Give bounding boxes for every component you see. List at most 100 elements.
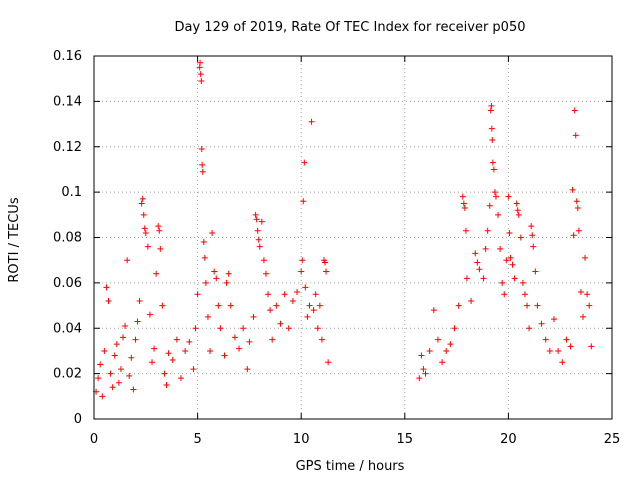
data-point — [262, 270, 269, 277]
y-tick-label: 0.06 — [53, 276, 82, 291]
data-point — [316, 302, 323, 309]
data-point — [422, 370, 429, 377]
x-tick-label: 25 — [604, 432, 621, 447]
data-point — [443, 347, 450, 354]
data-point — [186, 338, 193, 345]
data-point — [302, 284, 309, 291]
axis-tick-labels: 0 5 10 15 20 25 0 0.02 0.04 0.06 0.08 0.1 0.12 0.14 0.… — [53, 49, 620, 447]
y-tick-label: 0.08 — [53, 231, 82, 246]
data-points — [93, 59, 595, 400]
data-point — [111, 352, 118, 359]
data-point — [488, 102, 495, 109]
data-point — [194, 291, 201, 298]
data-point — [532, 268, 539, 275]
data-point — [153, 270, 160, 277]
data-point — [468, 298, 475, 305]
data-point — [128, 354, 135, 361]
data-point — [197, 59, 204, 66]
data-point — [318, 336, 325, 343]
data-point — [198, 146, 205, 153]
data-point — [579, 313, 586, 320]
x-tick-label: 0 — [90, 432, 98, 447]
data-point — [197, 71, 204, 78]
data-point — [258, 218, 265, 225]
data-point — [244, 366, 251, 373]
data-point — [198, 77, 205, 84]
data-point — [199, 168, 206, 175]
x-tick-label: 15 — [397, 432, 414, 447]
data-point — [463, 275, 470, 282]
y-tick-label: 0.02 — [53, 367, 82, 382]
data-point — [322, 259, 329, 266]
data-point — [501, 291, 508, 298]
data-point — [514, 207, 521, 214]
data-point — [304, 313, 311, 320]
data-point — [134, 318, 141, 325]
data-point — [277, 320, 284, 327]
data-point — [146, 311, 153, 318]
data-point — [314, 325, 321, 332]
data-point — [534, 302, 541, 309]
data-point — [325, 359, 332, 366]
data-point — [312, 291, 319, 298]
data-point — [99, 393, 106, 400]
data-point — [255, 236, 262, 243]
data-point — [308, 118, 315, 125]
data-point — [250, 313, 257, 320]
data-point — [567, 343, 574, 350]
data-point — [273, 302, 280, 309]
data-point — [156, 227, 163, 234]
data-point — [213, 275, 220, 282]
data-point — [182, 347, 189, 354]
data-point — [204, 313, 211, 320]
data-point — [584, 291, 591, 298]
data-point — [517, 234, 524, 241]
data-point — [447, 341, 454, 348]
data-point — [472, 250, 479, 257]
data-point — [434, 336, 441, 343]
data-point — [495, 211, 502, 218]
data-point — [526, 325, 533, 332]
data-point — [488, 125, 495, 132]
data-point — [476, 266, 483, 273]
data-point — [113, 341, 120, 348]
data-point — [497, 245, 504, 252]
data-point — [511, 275, 518, 282]
y-tick-label: 0.14 — [53, 94, 82, 109]
data-point — [240, 325, 247, 332]
data-point — [430, 307, 437, 314]
data-point — [521, 291, 528, 298]
data-point — [136, 298, 143, 305]
data-point — [256, 243, 263, 250]
data-point — [173, 336, 180, 343]
x-tick-label: 5 — [193, 432, 201, 447]
data-point — [420, 366, 427, 373]
data-point — [515, 211, 522, 218]
data-point — [169, 357, 176, 364]
data-point — [492, 193, 499, 200]
data-point — [491, 189, 498, 196]
data-point — [124, 257, 131, 264]
data-point — [236, 345, 243, 352]
data-point — [105, 298, 112, 305]
data-point — [159, 302, 166, 309]
data-point — [486, 202, 493, 209]
data-point — [142, 229, 149, 236]
data-point — [269, 336, 276, 343]
data-point — [524, 302, 531, 309]
y-axis-label: ROTI / TECUs — [7, 197, 22, 282]
data-point — [299, 257, 306, 264]
data-point — [506, 229, 513, 236]
data-point — [310, 307, 317, 314]
data-point — [588, 343, 595, 350]
data-point — [418, 352, 425, 359]
data-point — [215, 302, 222, 309]
data-point — [285, 325, 292, 332]
data-point — [126, 372, 133, 379]
data-point — [563, 336, 570, 343]
data-point — [138, 200, 145, 207]
data-point — [482, 245, 489, 252]
data-point — [101, 347, 108, 354]
data-point — [509, 261, 516, 268]
